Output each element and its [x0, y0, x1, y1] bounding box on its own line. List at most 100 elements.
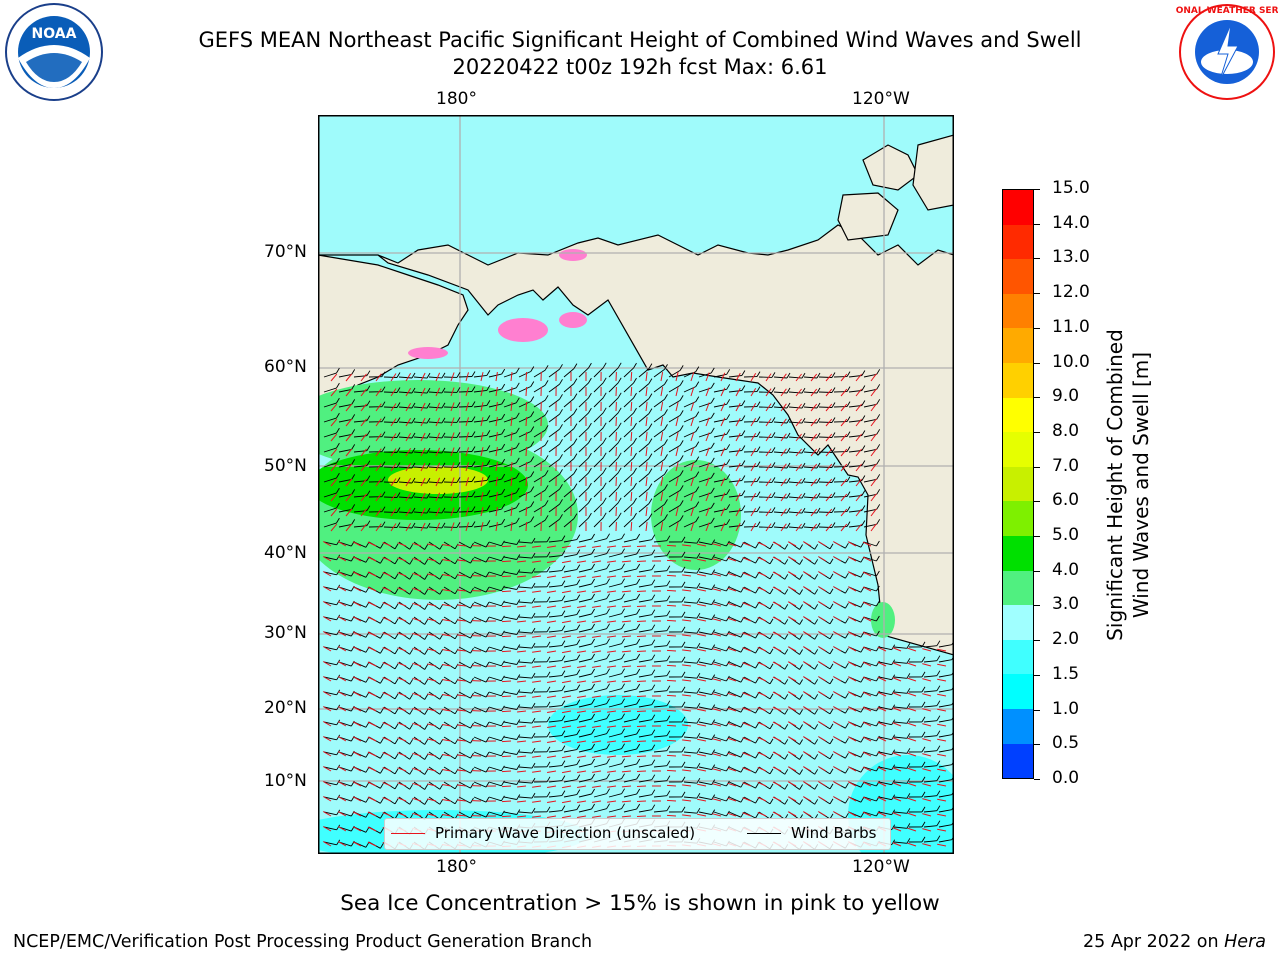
wave-direction-arrow: [727, 692, 737, 697]
wave-direction-arrow: [660, 462, 664, 472]
wind-barb-flag: [771, 477, 776, 483]
wave-direction-arrow: [862, 676, 872, 682]
wave-direction-arrow: [757, 691, 767, 697]
wave-direction-arrow: [697, 618, 707, 622]
wind-barb-flag: [559, 499, 563, 505]
wave-direction-arrow: [780, 523, 787, 532]
wind-barb-flag: [921, 776, 926, 783]
wind-barb-flag: [588, 467, 592, 474]
wave-direction-arrow: [427, 663, 437, 667]
wind-barb: [488, 691, 502, 697]
wind-barb-flag: [860, 796, 865, 803]
wind-barb-flag: [591, 623, 595, 630]
wind-barb-flag: [861, 460, 866, 466]
wind-barb-flag: [394, 708, 399, 715]
wind-barb-flag: [696, 657, 701, 664]
wave-direction-arrow: [645, 447, 648, 457]
wind-barb-flag: [573, 453, 578, 459]
wind-barb-flag: [516, 629, 521, 635]
wind-barb-flag: [666, 700, 671, 706]
wave-direction-arrow: [562, 770, 572, 774]
wind-barb-flag: [814, 634, 819, 640]
wind-barb: [863, 616, 877, 622]
wave-direction-arrow: [636, 650, 647, 652]
wind-barb: [503, 402, 517, 408]
wave-direction-arrow: [922, 693, 932, 697]
wind-barb-flag: [799, 694, 803, 700]
wind-barb-flag: [845, 752, 849, 759]
wave-direction-arrow: [330, 508, 338, 517]
colorbar-tick-label: 6.0: [1052, 490, 1080, 511]
wind-barb-flag: [861, 370, 866, 376]
wave-direction-arrow: [735, 432, 741, 442]
wind-barb-flag: [606, 548, 610, 554]
wind-barb-flag: [366, 505, 371, 511]
wind-barb: [923, 735, 937, 738]
wave-direction-arrow: [690, 462, 695, 472]
wind-barb: [863, 691, 877, 697]
wave-direction-arrow: [690, 432, 695, 442]
wind-barb: [548, 540, 562, 543]
wave-direction-arrow: [405, 403, 412, 412]
wind-barb: [563, 779, 577, 783]
wind-barb-flag: [711, 674, 716, 680]
wave-direction-arrow: [636, 635, 647, 637]
wave-direction-arrow: [870, 478, 877, 487]
nws-logo-icon: NATIONAL WEATHER SERVICE: [1176, 4, 1278, 100]
wave-direction-arrow: [666, 604, 677, 607]
wind-barb-flag: [799, 784, 803, 790]
wind-barb: [653, 540, 667, 543]
wind-barb: [548, 810, 562, 813]
wind-barb: [893, 841, 907, 844]
wind-barb-flag: [829, 708, 834, 715]
wind-barb: [338, 373, 352, 378]
wind-barb: [638, 398, 650, 408]
wind-barb-flag: [409, 649, 414, 655]
wind-barb-flag: [439, 544, 444, 550]
wind-barb-flag: [559, 394, 563, 400]
wind-barb-flag: [602, 497, 607, 504]
wind-barb: [518, 491, 531, 498]
wind-barb: [803, 436, 818, 439]
wave-direction-arrow: [397, 752, 407, 757]
wind-barb-flag: [336, 397, 340, 404]
wind-barb-flag: [485, 661, 490, 668]
wave-direction-arrow: [630, 386, 633, 397]
wind-barb: [383, 466, 398, 468]
wind-barb: [323, 601, 337, 606]
wind-barb: [878, 781, 892, 786]
wind-barb: [698, 721, 712, 726]
wave-direction-arrow: [435, 417, 441, 427]
wave-direction-arrow: [810, 523, 818, 532]
wind-barb-flag: [409, 544, 414, 550]
wave-direction-arrow: [547, 815, 557, 818]
wind-barb-flag: [710, 412, 715, 419]
wave-direction-arrow: [465, 372, 469, 382]
wind-barb-flag: [424, 634, 429, 640]
wave-direction-arrow: [907, 692, 917, 697]
wind-barb-flag: [696, 687, 701, 694]
wind-barb-flag: [696, 537, 701, 544]
wave-direction-arrow: [501, 590, 512, 593]
wind-barb-flag: [936, 730, 941, 736]
wave-direction-arrow: [562, 650, 572, 654]
wave-height-green-mid: [651, 460, 741, 570]
wave-direction-arrow: [465, 462, 469, 472]
wind-barb-flag: [636, 788, 641, 795]
wind-barb: [788, 481, 803, 484]
wind-barb-flag: [891, 689, 896, 695]
wind-barb-flag: [394, 663, 399, 670]
wind-barb: [503, 387, 517, 393]
wind-barb-flag: [424, 739, 429, 745]
wind-barb-flag: [845, 677, 849, 684]
wind-barb-flag: [799, 664, 803, 670]
wave-direction-arrow: [675, 462, 679, 472]
wind-barb-flag: [769, 618, 774, 625]
wave-direction-arrow: [765, 388, 772, 397]
wind-barb-flag: [366, 445, 371, 451]
wind-barb-flag: [531, 762, 536, 769]
wave-direction-arrow: [757, 736, 767, 742]
bottom-lon-label-180: 180°: [436, 857, 477, 877]
wind-barb-flag: [501, 645, 505, 652]
wind-barb-flag: [380, 768, 384, 774]
